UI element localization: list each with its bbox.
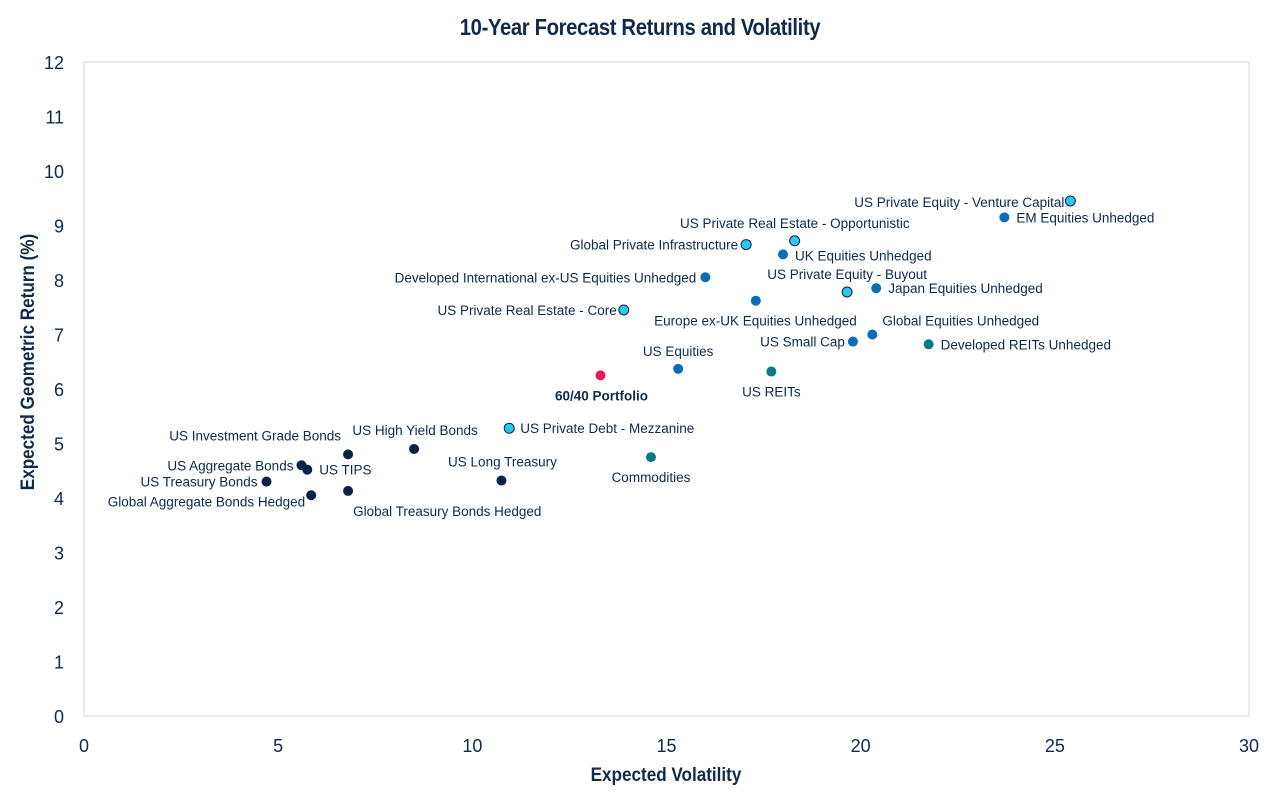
scatter-point	[871, 283, 882, 294]
point-label: US Private Equity - Venture Capital	[854, 195, 1064, 210]
scatter-point	[789, 235, 801, 247]
scatter-point	[867, 329, 878, 340]
plot-area-frame	[83, 61, 1250, 717]
scatter-point	[847, 336, 858, 347]
scatter-point	[645, 452, 656, 463]
point-label: 60/40 Portfolio	[555, 388, 648, 403]
point-label: US Private Real Estate - Core	[437, 303, 616, 318]
point-label: US Aggregate Bonds	[167, 458, 293, 473]
y-tick-label: 1	[54, 653, 64, 673]
x-axis-ticks: 0 5 10 15 20 25 30	[79, 736, 1259, 756]
scatter-point	[409, 443, 420, 454]
y-tick-label: 2	[54, 598, 64, 618]
y-tick-label: 8	[54, 271, 64, 291]
point-label: Commodities	[612, 470, 691, 485]
scatter-point	[302, 464, 313, 475]
y-tick-label: 9	[54, 217, 64, 237]
point-label: US Private Equity - Buyout	[767, 267, 927, 282]
chart-title: 10-Year Forecast Returns and Volatility	[459, 14, 821, 40]
point-label: Global Private Infrastructure	[570, 238, 738, 253]
scatter-point	[923, 339, 934, 350]
point-label: Global Aggregate Bonds Hedged	[108, 494, 305, 509]
point-label: US High Yield Bonds	[352, 423, 478, 438]
y-tick-label: 4	[54, 489, 64, 509]
scatter-point	[261, 476, 272, 487]
y-tick-label: 3	[54, 544, 64, 564]
x-tick-label: 0	[79, 736, 89, 756]
point-label: Developed International ex-US Equities U…	[395, 270, 697, 285]
point-label: US Investment Grade Bonds	[169, 428, 341, 443]
y-tick-label: 10	[44, 162, 64, 182]
scatter-point	[306, 490, 317, 501]
scatter-point	[343, 485, 354, 496]
y-tick-label: 6	[54, 380, 64, 400]
point-label: UK Equities Unhedged	[795, 248, 932, 263]
point-label: Global Equities Unhedged	[882, 314, 1039, 329]
point-label: US Small Cap	[760, 335, 845, 350]
x-tick-label: 25	[1045, 736, 1065, 756]
scatter-point	[700, 272, 711, 283]
y-tick-label: 7	[54, 326, 64, 346]
point-label: Japan Equities Unhedged	[888, 281, 1043, 296]
point-label: US Private Debt - Mezzanine	[520, 421, 694, 436]
scatter-point	[750, 295, 761, 306]
scatter-point	[503, 422, 515, 434]
x-tick-label: 30	[1239, 736, 1259, 756]
point-label: US Treasury Bonds	[140, 475, 257, 490]
scatter-point	[778, 249, 788, 260]
scatter-point	[496, 475, 507, 486]
point-label: US Long Treasury	[448, 455, 557, 470]
y-axis-title: Expected Geometric Return (%)	[17, 234, 38, 490]
scatter-point	[595, 370, 606, 381]
point-label: US Private Real Estate - Opportunistic	[680, 216, 910, 231]
x-tick-label: 15	[656, 736, 676, 756]
point-label: EM Equities Unhedged	[1016, 210, 1154, 225]
x-axis-title: Expected Volatility	[591, 764, 742, 785]
scatter-point	[766, 366, 777, 377]
scatter-point	[673, 363, 684, 374]
scatter-point	[343, 449, 354, 460]
x-tick-label: 20	[851, 736, 871, 756]
point-label: Developed REITs Unhedged	[941, 337, 1111, 352]
data-points	[261, 195, 1076, 501]
y-tick-label: 0	[54, 707, 64, 727]
point-label: US Equities	[643, 344, 714, 359]
y-tick-label: 11	[45, 108, 64, 128]
scatter-point	[841, 286, 853, 298]
scatter-point	[1064, 195, 1076, 207]
x-tick-label: 5	[273, 736, 283, 756]
x-tick-label: 10	[462, 736, 482, 756]
y-tick-label: 12	[44, 53, 64, 73]
scatter-point	[618, 304, 630, 316]
point-label: US TIPS	[319, 463, 371, 478]
point-label: Global Treasury Bonds Hedged	[353, 504, 541, 519]
point-label: US REITs	[742, 385, 801, 400]
scatter-point	[740, 239, 752, 251]
y-tick-label: 5	[54, 435, 64, 455]
scatter-point	[999, 212, 1010, 223]
point-label: Europe ex-UK Equities Unhedged	[654, 314, 857, 329]
